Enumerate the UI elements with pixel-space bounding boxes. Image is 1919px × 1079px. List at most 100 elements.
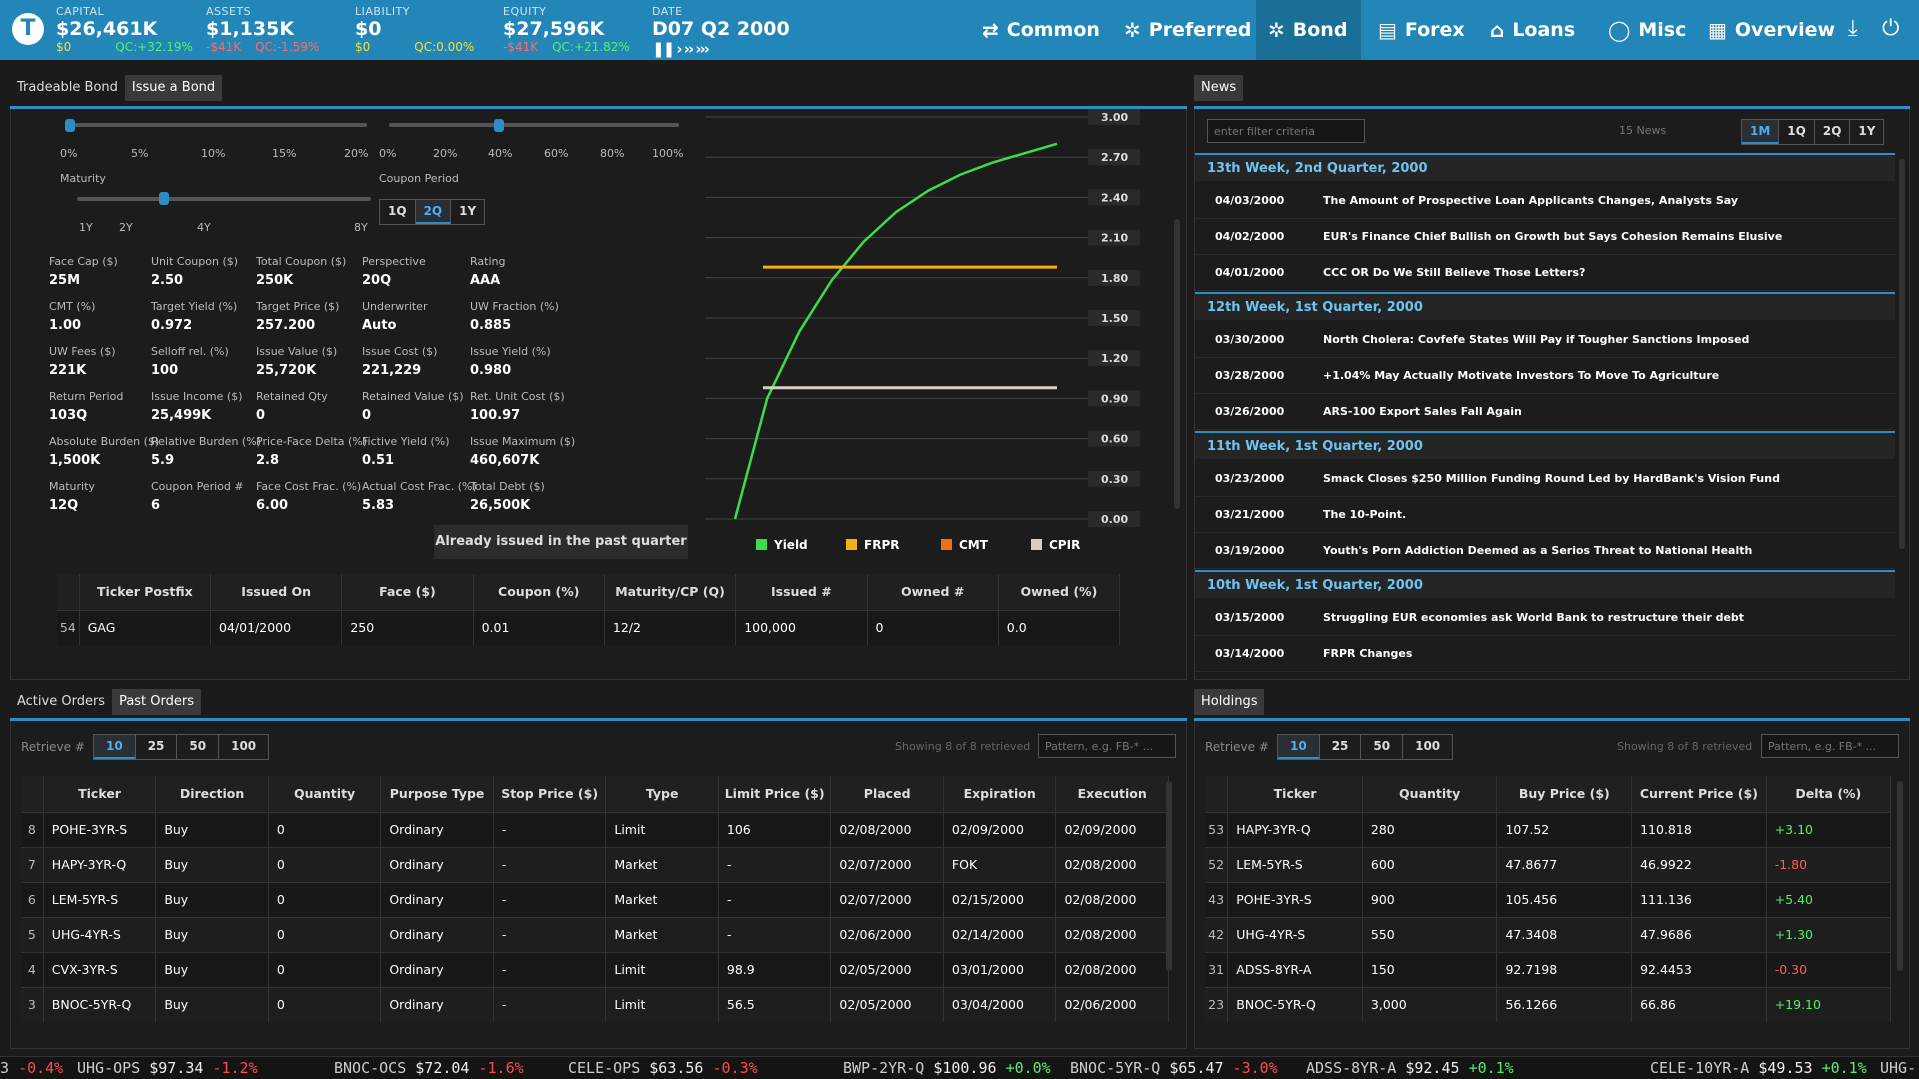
table-row[interactable]: 53 HAPY-3YR-Q 280 107.52 110.818 +3.10	[1205, 811, 1892, 847]
news-item[interactable]: 03/30/2000 North Cholera: Covfefe States …	[1195, 322, 1895, 358]
column-header[interactable]: Placed	[830, 776, 944, 812]
news-range-1m[interactable]: 1M	[1742, 120, 1780, 144]
holdings-retrieve-10[interactable]: 10	[1278, 735, 1320, 759]
column-header[interactable]: Face ($)	[341, 574, 474, 610]
column-header[interactable]: Limit Price ($)	[718, 776, 832, 812]
ticker-item[interactable]: UHG-OPS $97.34 -1.2%	[77, 1059, 258, 1077]
news-range-1y[interactable]: 1Y	[1858, 124, 1876, 138]
orders-pattern-input[interactable]	[1038, 734, 1176, 758]
news-item[interactable]: 03/14/2000 FRPR Changes	[1195, 636, 1895, 672]
news-item[interactable]: 04/03/2000 The Amount of Prospective Loan…	[1195, 183, 1895, 219]
news-item[interactable]: 04/02/2000 EUR's Finance Chief Bullish on…	[1195, 219, 1895, 255]
column-header[interactable]: Owned (%)	[998, 574, 1121, 610]
legend-label[interactable]: CMT	[959, 538, 989, 552]
orders-retrieve-10[interactable]: 10	[94, 735, 136, 759]
time-controls[interactable]: ❚❚ › ›› ›››	[652, 40, 710, 58]
table-row[interactable]: 23 BNOC-5YR-Q 3,000 56.1266 66.86 +19.10	[1205, 986, 1892, 1022]
tab-active-orders[interactable]: Active Orders	[17, 694, 106, 709]
coupon-period-1y[interactable]: 1Y	[459, 204, 477, 218]
ticker-item[interactable]: BNOC-5YR-Q $65.47 -3.0%	[1070, 1059, 1278, 1077]
news-range-1q[interactable]: 1Q	[1779, 120, 1815, 144]
nav-loans[interactable]: ⌂ Loans	[1478, 0, 1587, 60]
nav-forex[interactable]: ▤ Forex	[1366, 0, 1477, 60]
issue-panel-scrollbar[interactable]	[1174, 219, 1180, 509]
column-header[interactable]: Direction	[155, 776, 269, 812]
tab-tradeable-bond[interactable]: Tradeable Bond	[17, 80, 118, 95]
column-header[interactable]: Owned #	[867, 574, 999, 610]
column-header[interactable]: Expiration	[943, 776, 1057, 812]
tab-past-orders[interactable]: Past Orders	[112, 689, 202, 715]
maturity-slider-track[interactable]	[77, 197, 371, 201]
nav-common[interactable]: ⇄ Common	[970, 0, 1112, 60]
news-filter-input[interactable]	[1207, 119, 1365, 143]
table-row[interactable]: 43 POHE-3YR-S 900 105.456 111.136 +5.40	[1205, 881, 1892, 917]
news-range-2q[interactable]: 2Q	[1815, 120, 1851, 144]
legend-label[interactable]: FRPR	[864, 538, 899, 552]
ticker-item[interactable]: CELE-10YR-A $49.53 +0.1%	[1650, 1059, 1867, 1077]
column-header[interactable]: Ticker Postfix	[79, 574, 212, 610]
column-header[interactable]: Quantity	[1362, 776, 1498, 812]
orders-retrieve-25[interactable]: 25	[136, 735, 178, 759]
table-row[interactable]: 5 UHG-4YR-S Buy 0 Ordinary - Market -02/06/2000…	[21, 916, 1169, 952]
ticker-item[interactable]: UHG-	[1880, 1059, 1916, 1077]
holdings-retrieve-50[interactable]: 50	[1361, 735, 1404, 759]
column-header[interactable]: Quantity	[268, 776, 382, 812]
column-header[interactable]: Issued #	[735, 574, 868, 610]
column-header[interactable]: Issued On	[210, 574, 343, 610]
holdings-pattern-input[interactable]	[1761, 734, 1899, 758]
legend-label[interactable]: Yield	[773, 538, 808, 552]
nav-preferred[interactable]: ✲ Preferred	[1112, 0, 1263, 60]
ticker-item[interactable]: BNOC-OCS $72.04 -1.6%	[334, 1059, 524, 1077]
column-header[interactable]: Ticker	[1227, 776, 1363, 812]
power-icon[interactable]: ⏻	[1882, 16, 1900, 41]
news-scrollbar[interactable]	[1899, 159, 1905, 549]
ticker-item[interactable]: BWP-2YR-Q $100.96 +0.0%	[843, 1059, 1051, 1077]
ticker-item[interactable]: 3 -0.4%	[0, 1059, 63, 1077]
legend-label[interactable]: CPIR	[1049, 538, 1080, 552]
issue-bond-button[interactable]: Already issued in the past quarter	[434, 525, 688, 559]
news-item[interactable]: 03/23/2000 Smack Closes $250 Million Fund…	[1195, 461, 1895, 497]
column-header[interactable]: Buy Price ($)	[1496, 776, 1633, 812]
column-header[interactable]: Current Price ($)	[1631, 776, 1767, 812]
coupon-slider-handle[interactable]	[65, 119, 75, 132]
table-row[interactable]: 4 CVX-3YR-S Buy 0 Ordinary - Limit 98.9 02/05/20…	[21, 951, 1169, 987]
coupon-slider-track[interactable]	[69, 123, 367, 127]
orders-retrieve-50[interactable]: 50	[177, 735, 220, 759]
column-header[interactable]: Purpose Type	[380, 776, 494, 812]
ticker-item[interactable]: CELE-OPS $63.56 -0.3%	[568, 1059, 758, 1077]
tab-news[interactable]: News	[1194, 75, 1244, 101]
holdings-scrollbar[interactable]	[1897, 781, 1903, 971]
orders-retrieve-100[interactable]: 100	[231, 739, 257, 753]
column-header[interactable]: Maturity/CP (Q)	[604, 574, 737, 610]
tab-issue-bond[interactable]: Issue a Bond	[124, 75, 223, 101]
table-row[interactable]: 54 GAG 04/01/2000 250 0.01 12/2 100,000 0 0.0	[57, 609, 1121, 645]
table-row[interactable]: 52 LEM-5YR-S 600 47.8677 46.9922 -1.80	[1205, 846, 1892, 882]
coupon-period-1q[interactable]: 1Q	[380, 200, 416, 224]
holdings-retrieve-100[interactable]: 100	[1415, 739, 1441, 753]
retention-slider-handle[interactable]	[494, 119, 504, 132]
column-header[interactable]: Delta (%)	[1766, 776, 1892, 812]
table-row[interactable]: 8 POHE-3YR-S Buy 0 Ordinary - Limit 106 02/08/20…	[21, 811, 1169, 847]
table-row[interactable]: 42 UHG-4YR-S 550 47.3408 47.9686 +1.30	[1205, 916, 1892, 952]
maturity-slider-handle[interactable]	[159, 192, 169, 205]
nav-overview[interactable]: ▦ Overview	[1696, 0, 1847, 60]
nav-bond[interactable]: ✲ Bond	[1256, 0, 1361, 60]
column-header[interactable]: Stop Price ($)	[493, 776, 607, 812]
news-item[interactable]: 04/01/2000 CCC OR Do We Still Believe Tho…	[1195, 255, 1895, 291]
nav-misc[interactable]: ◯ Misc	[1596, 0, 1698, 60]
orders-scrollbar[interactable]	[1166, 781, 1172, 971]
news-item[interactable]: 03/28/2000 +1.04% May Actually Motivate I…	[1195, 358, 1895, 394]
download-icon[interactable]: ⤓	[1848, 16, 1858, 41]
table-row[interactable]: 7 HAPY-3YR-Q Buy 0 Ordinary - Market -02/07/200…	[21, 846, 1169, 882]
holdings-retrieve-25[interactable]: 25	[1320, 735, 1362, 759]
coupon-period-2q[interactable]: 2Q	[415, 200, 452, 224]
column-header[interactable]: Coupon (%)	[473, 574, 605, 610]
table-row[interactable]: 6 LEM-5YR-S Buy 0 Ordinary - Market -02/07/2000…	[21, 881, 1169, 917]
column-header[interactable]: Ticker	[43, 776, 157, 812]
column-header[interactable]: Execution	[1055, 776, 1169, 812]
news-item[interactable]: 03/21/2000 The 10-Point.	[1195, 497, 1895, 533]
news-item[interactable]: 03/26/2000 ARS-100 Export Sales Fall Agai…	[1195, 394, 1895, 430]
news-item[interactable]: 03/15/2000 Struggling EUR economies ask W…	[1195, 600, 1895, 636]
news-item[interactable]: 03/19/2000 Youth's Porn Addiction Deemed …	[1195, 533, 1895, 569]
tab-holdings[interactable]: Holdings	[1194, 689, 1265, 715]
